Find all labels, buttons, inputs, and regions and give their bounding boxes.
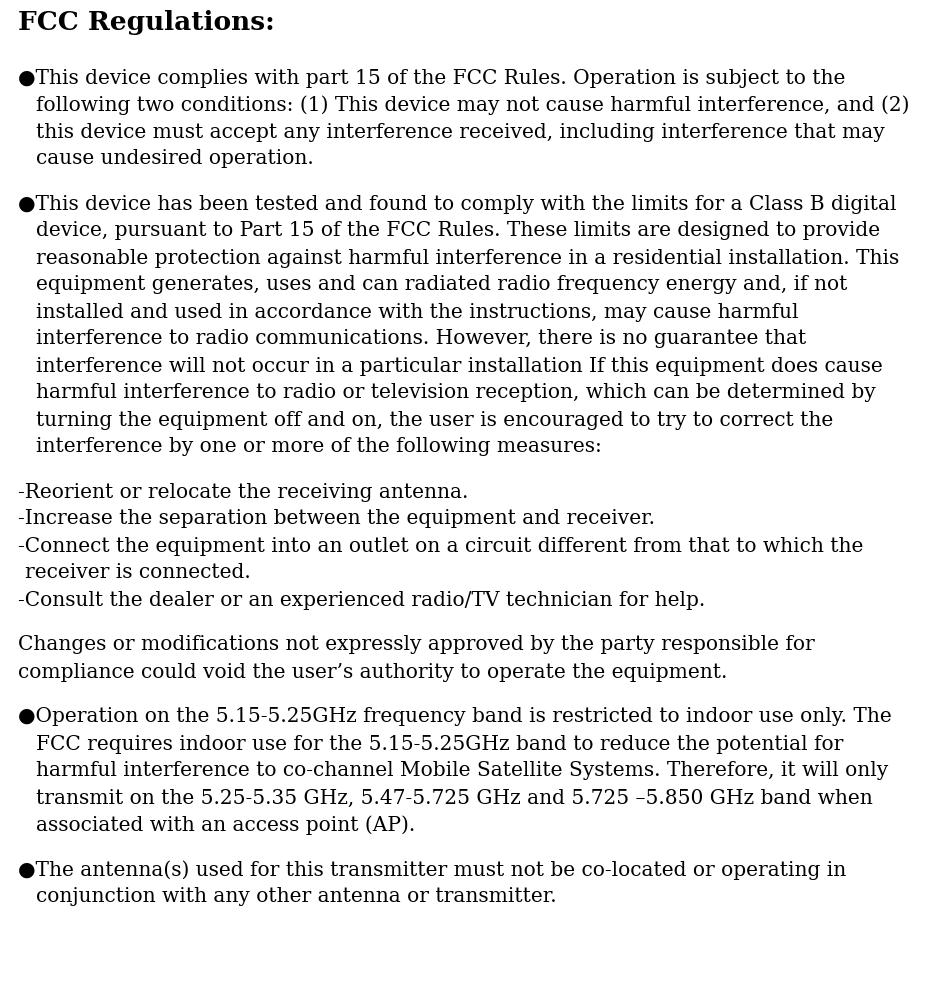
Text: interference to radio communications. However, there is no guarantee that: interference to radio communications. Ho… bbox=[36, 329, 805, 349]
Text: FCC Regulations:: FCC Regulations: bbox=[18, 10, 275, 35]
Text: FCC requires indoor use for the 5.15-5.25GHz band to reduce the potential for: FCC requires indoor use for the 5.15-5.2… bbox=[36, 735, 842, 753]
Text: this device must accept any interference received, including interference that m: this device must accept any interference… bbox=[36, 122, 884, 141]
Text: interference will not occur in a particular installation If this equipment does : interference will not occur in a particu… bbox=[36, 357, 882, 376]
Text: turning the equipment off and on, the user is encouraged to try to correct the: turning the equipment off and on, the us… bbox=[36, 411, 832, 429]
Text: associated with an access point (AP).: associated with an access point (AP). bbox=[36, 815, 414, 835]
Text: harmful interference to radio or television reception, which can be determined b: harmful interference to radio or televis… bbox=[36, 384, 874, 403]
Text: interference by one or more of the following measures:: interference by one or more of the follo… bbox=[36, 437, 600, 456]
Text: equipment generates, uses and can radiated radio frequency energy and, if not: equipment generates, uses and can radiat… bbox=[36, 275, 846, 294]
Text: ●Operation on the 5.15-5.25GHz frequency band is restricted to indoor use only. : ●Operation on the 5.15-5.25GHz frequency… bbox=[18, 708, 891, 727]
Text: device, pursuant to Part 15 of the FCC Rules. These limits are designed to provi: device, pursuant to Part 15 of the FCC R… bbox=[36, 222, 879, 241]
Text: harmful interference to co-channel Mobile Satellite Systems. Therefore, it will : harmful interference to co-channel Mobil… bbox=[36, 761, 886, 780]
Text: -Reorient or relocate the receiving antenna.: -Reorient or relocate the receiving ante… bbox=[18, 482, 468, 502]
Text: conjunction with any other antenna or transmitter.: conjunction with any other antenna or tr… bbox=[36, 888, 555, 907]
Text: reasonable protection against harmful interference in a residential installation: reasonable protection against harmful in… bbox=[36, 248, 898, 267]
Text: ●This device has been tested and found to comply with the limits for a Class B d: ●This device has been tested and found t… bbox=[18, 195, 896, 214]
Text: -Increase the separation between the equipment and receiver.: -Increase the separation between the equ… bbox=[18, 510, 654, 529]
Text: compliance could void the user’s authority to operate the equipment.: compliance could void the user’s authori… bbox=[18, 662, 727, 682]
Text: ●The antenna(s) used for this transmitter must not be co-located or operating in: ●The antenna(s) used for this transmitte… bbox=[18, 861, 846, 880]
Text: installed and used in accordance with the instructions, may cause harmful: installed and used in accordance with th… bbox=[36, 302, 797, 321]
Text: -Connect the equipment into an outlet on a circuit different from that to which : -Connect the equipment into an outlet on… bbox=[18, 537, 863, 556]
Text: receiver is connected.: receiver is connected. bbox=[25, 564, 250, 582]
Text: ●This device complies with part 15 of the FCC Rules. Operation is subject to the: ●This device complies with part 15 of th… bbox=[18, 69, 845, 87]
Text: cause undesired operation.: cause undesired operation. bbox=[36, 149, 312, 169]
Text: following two conditions: (1) This device may not cause harmful interference, an: following two conditions: (1) This devic… bbox=[36, 95, 908, 115]
Text: Changes or modifications not expressly approved by the party responsible for: Changes or modifications not expressly a… bbox=[18, 635, 814, 654]
Text: transmit on the 5.25-5.35 GHz, 5.47-5.725 GHz and 5.725 –5.850 GHz band when: transmit on the 5.25-5.35 GHz, 5.47-5.72… bbox=[36, 788, 871, 807]
Text: -Consult the dealer or an experienced radio/TV technician for help.: -Consult the dealer or an experienced ra… bbox=[18, 590, 704, 609]
